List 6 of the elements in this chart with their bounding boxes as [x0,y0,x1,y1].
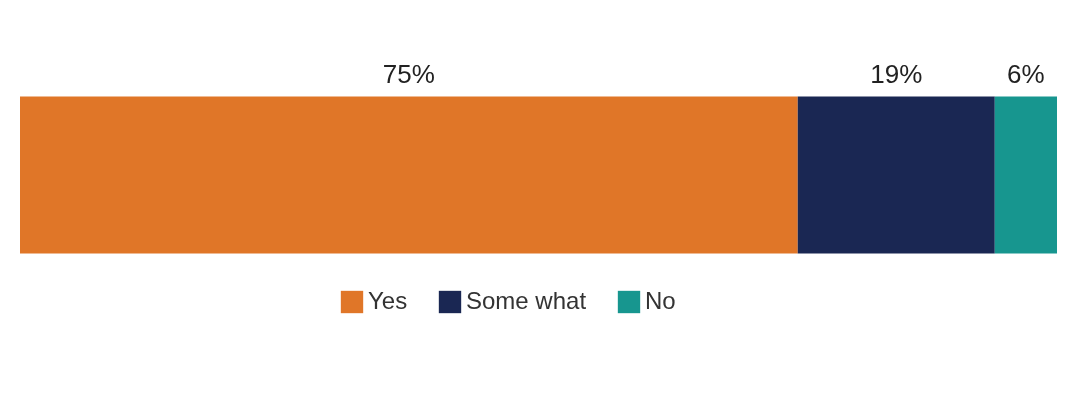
data-label: 19% [870,59,923,89]
data-label: 75% [382,59,435,89]
legend-label: No [645,287,676,314]
legend-label: Yes [368,287,408,314]
legend-label: Some what [466,287,587,314]
data-label: 6% [1007,59,1045,89]
